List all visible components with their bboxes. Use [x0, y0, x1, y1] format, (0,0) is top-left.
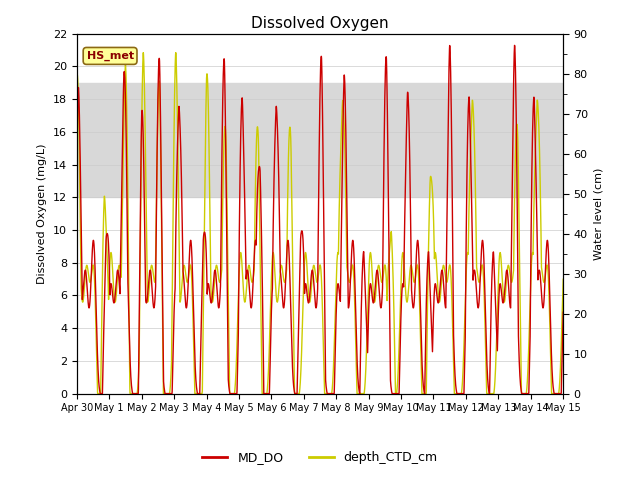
Title: Dissolved Oxygen: Dissolved Oxygen [251, 16, 389, 31]
Bar [77, 83, 563, 197]
Y-axis label: Dissolved Oxygen (mg/L): Dissolved Oxygen (mg/L) [37, 144, 47, 284]
Legend: MD_DO, depth_CTD_cm: MD_DO, depth_CTD_cm [197, 446, 443, 469]
Text: HS_met: HS_met [86, 51, 134, 61]
Y-axis label: Water level (cm): Water level (cm) [593, 168, 604, 260]
